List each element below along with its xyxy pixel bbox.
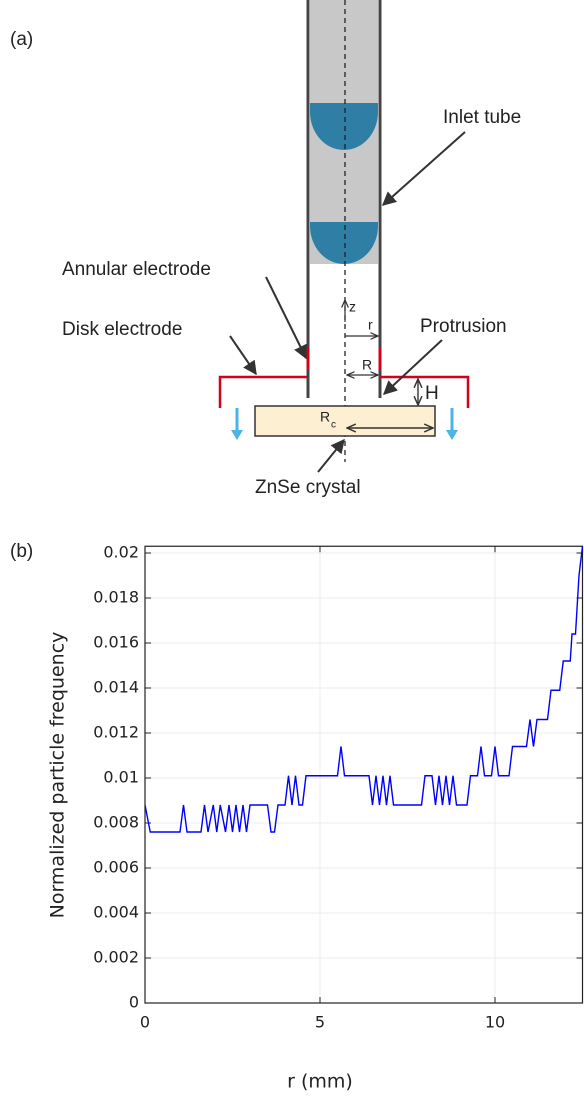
y-tick-label: 0.012 <box>93 723 139 742</box>
label: Disk electrode <box>62 319 182 340</box>
flow-arrow-head <box>231 430 243 440</box>
label: Inlet tube <box>443 107 521 128</box>
pointer <box>317 438 345 473</box>
y-axis-label: Normalized particle frequency <box>47 632 69 919</box>
disk-electrode <box>218 375 470 408</box>
y-tick-label: 0.002 <box>93 948 139 967</box>
x-axis-label: r (mm) <box>287 1071 353 1093</box>
y-tick-label: 0.01 <box>103 768 139 787</box>
panel-label: (a) <box>10 29 33 50</box>
symbol: R <box>362 357 372 373</box>
label: Protrusion <box>420 316 507 337</box>
y-tick-label: 0.018 <box>93 588 139 607</box>
y-tick-label: 0.016 <box>93 633 139 652</box>
pointer <box>382 339 443 395</box>
symbol: R <box>320 409 330 425</box>
symbol: z <box>349 299 356 315</box>
pointer <box>229 335 257 376</box>
flow-arrow-head <box>446 430 458 440</box>
pointer <box>381 131 466 206</box>
crystal <box>254 405 436 437</box>
x-tick-label: 0 <box>140 1013 150 1032</box>
y-tick-label: 0.008 <box>93 813 139 832</box>
chart: (b) r (mm) Normalized particle frequency… <box>10 541 584 1093</box>
pointer <box>265 276 307 360</box>
symbol-subscript: c <box>331 420 336 431</box>
y-tick-label: 0.02 <box>103 543 139 562</box>
droplet <box>310 222 378 264</box>
diagram: (a) Inlet tube Annular electrode Disk el… <box>10 0 521 498</box>
x-tick-label: 10 <box>485 1013 505 1032</box>
label: Annular electrode <box>62 259 211 280</box>
symbol: H <box>425 383 439 404</box>
y-tick-label: 0.014 <box>93 678 139 697</box>
label: ZnSe crystal <box>255 477 361 498</box>
y-tick-label: 0 <box>129 993 139 1012</box>
symbol: r <box>368 317 373 333</box>
panel-label: (b) <box>10 541 33 562</box>
y-tick-label: 0.006 <box>93 858 139 877</box>
x-tick-label: 5 <box>315 1013 325 1032</box>
data-line <box>145 546 583 833</box>
y-tick-label: 0.004 <box>93 903 139 922</box>
droplet <box>310 103 378 150</box>
plot-frame <box>144 545 584 1004</box>
